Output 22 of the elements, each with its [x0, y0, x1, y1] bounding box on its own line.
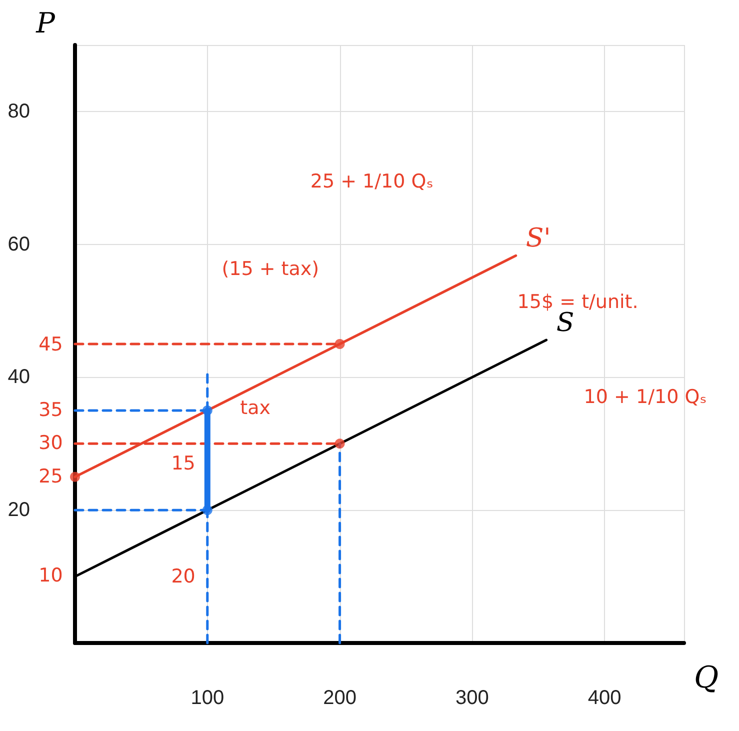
x-tick-label: 300 [455, 687, 489, 709]
y-axis-title: P [35, 6, 56, 40]
annotation: 25 + 1/10 Qₛ [310, 170, 434, 192]
y-tick-label: 60 [8, 233, 30, 256]
text: 35 [38, 399, 63, 422]
annotation: 20 [171, 566, 196, 588]
annotation: 15 [171, 452, 196, 475]
text: 45 [38, 333, 63, 356]
series-label: S' [526, 224, 551, 254]
y-tick-label: 40 [8, 366, 30, 388]
annotation: tax [240, 396, 271, 419]
x-tick-label: 100 [190, 687, 224, 709]
x-axis-title: Q [694, 660, 719, 696]
text: 30 [38, 432, 63, 454]
y-tick-label: 80 [8, 100, 30, 122]
annotation: 10 + 1/10 Qₛ [584, 386, 707, 408]
text: 10 [38, 564, 63, 586]
text: 25 [38, 466, 63, 488]
x-tick-label: 400 [588, 687, 622, 709]
x-tick-label: 200 [323, 687, 356, 709]
annotation: (15 + tax) [222, 258, 320, 280]
y-tick-label: 20 [8, 499, 30, 522]
